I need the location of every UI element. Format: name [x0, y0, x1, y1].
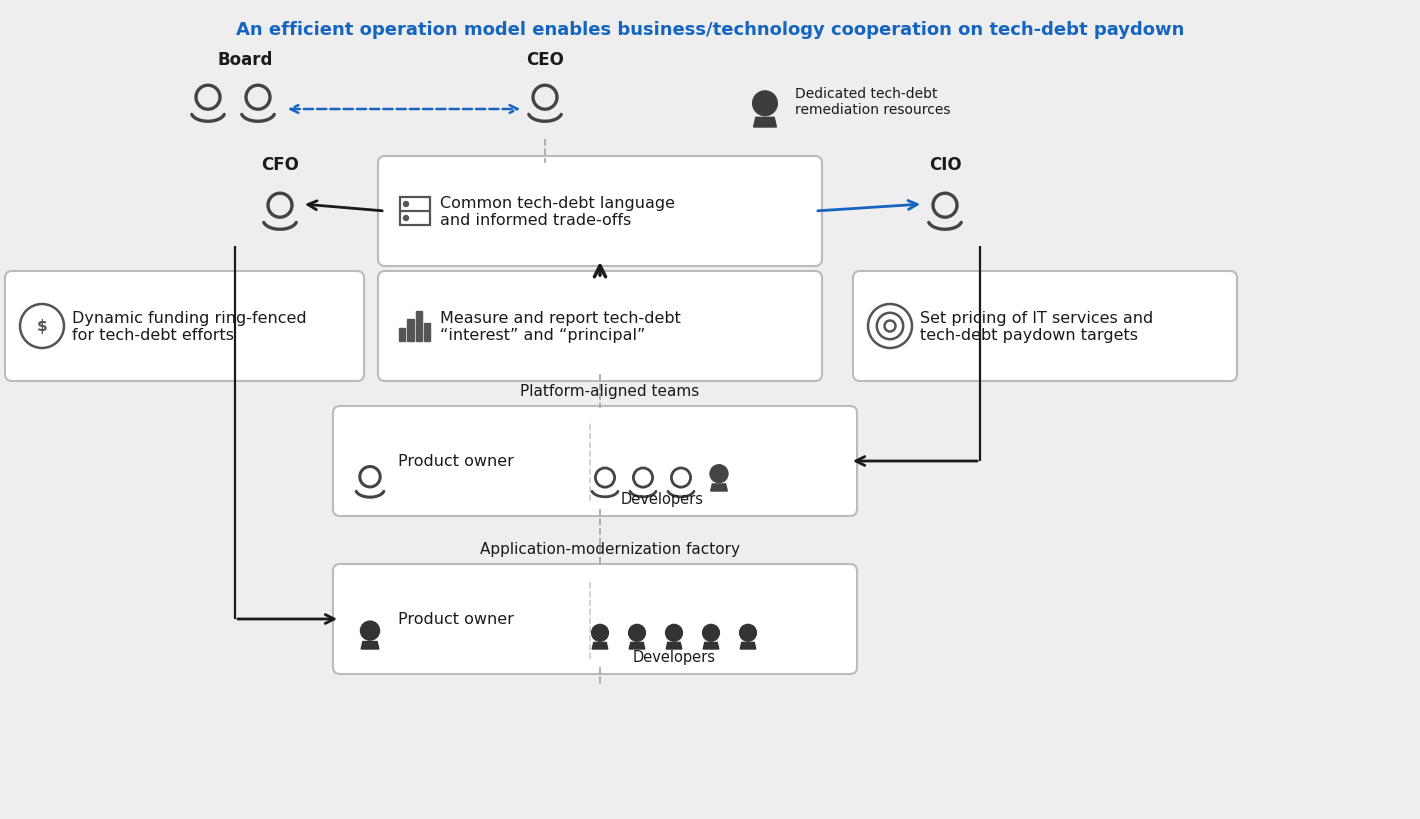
Circle shape	[740, 625, 757, 641]
FancyBboxPatch shape	[334, 406, 858, 516]
Text: Common tech-debt language
and informed trade-offs: Common tech-debt language and informed t…	[440, 196, 674, 228]
Circle shape	[666, 625, 683, 641]
Text: An efficient operation model enables business/technology cooperation on tech-deb: An efficient operation model enables bus…	[236, 21, 1184, 39]
Text: Dedicated tech-debt
remediation resources: Dedicated tech-debt remediation resource…	[795, 87, 950, 117]
Circle shape	[753, 92, 777, 116]
Bar	[400, 197, 430, 226]
Circle shape	[629, 625, 646, 641]
Text: Platform-aligned teams: Platform-aligned teams	[520, 384, 700, 399]
Circle shape	[710, 465, 728, 483]
Text: Dynamic funding ring-fenced
for tech-debt efforts: Dynamic funding ring-fenced for tech-deb…	[72, 310, 307, 343]
Polygon shape	[703, 643, 719, 649]
Polygon shape	[740, 643, 755, 649]
Text: CIO: CIO	[929, 156, 961, 174]
Text: Developers: Developers	[621, 491, 703, 506]
Text: Product owner: Product owner	[398, 454, 514, 469]
Polygon shape	[754, 118, 777, 128]
Polygon shape	[592, 643, 608, 649]
Text: Measure and report tech-debt
“interest” and “principal”: Measure and report tech-debt “interest” …	[440, 310, 680, 343]
Polygon shape	[361, 642, 379, 649]
Circle shape	[403, 202, 409, 207]
Bar	[416, 311, 422, 342]
Text: Board: Board	[217, 51, 273, 69]
Text: Developers: Developers	[632, 649, 716, 664]
Circle shape	[403, 216, 409, 221]
Text: CEO: CEO	[525, 51, 564, 69]
Circle shape	[361, 622, 379, 640]
Circle shape	[703, 625, 720, 641]
Text: Product owner: Product owner	[398, 612, 514, 627]
Bar	[408, 319, 413, 342]
FancyBboxPatch shape	[6, 272, 364, 382]
FancyBboxPatch shape	[853, 272, 1237, 382]
Circle shape	[592, 625, 608, 641]
Bar	[425, 324, 430, 342]
FancyBboxPatch shape	[378, 156, 822, 267]
Text: $: $	[37, 319, 47, 334]
Text: Set pricing of IT services and
tech-debt paydown targets: Set pricing of IT services and tech-debt…	[920, 310, 1153, 343]
FancyBboxPatch shape	[378, 272, 822, 382]
Bar	[399, 328, 405, 342]
FancyBboxPatch shape	[334, 564, 858, 674]
Text: Application-modernization factory: Application-modernization factory	[480, 542, 740, 557]
Polygon shape	[629, 643, 645, 649]
Text: CFO: CFO	[261, 156, 300, 174]
Polygon shape	[666, 643, 682, 649]
Polygon shape	[710, 484, 727, 491]
